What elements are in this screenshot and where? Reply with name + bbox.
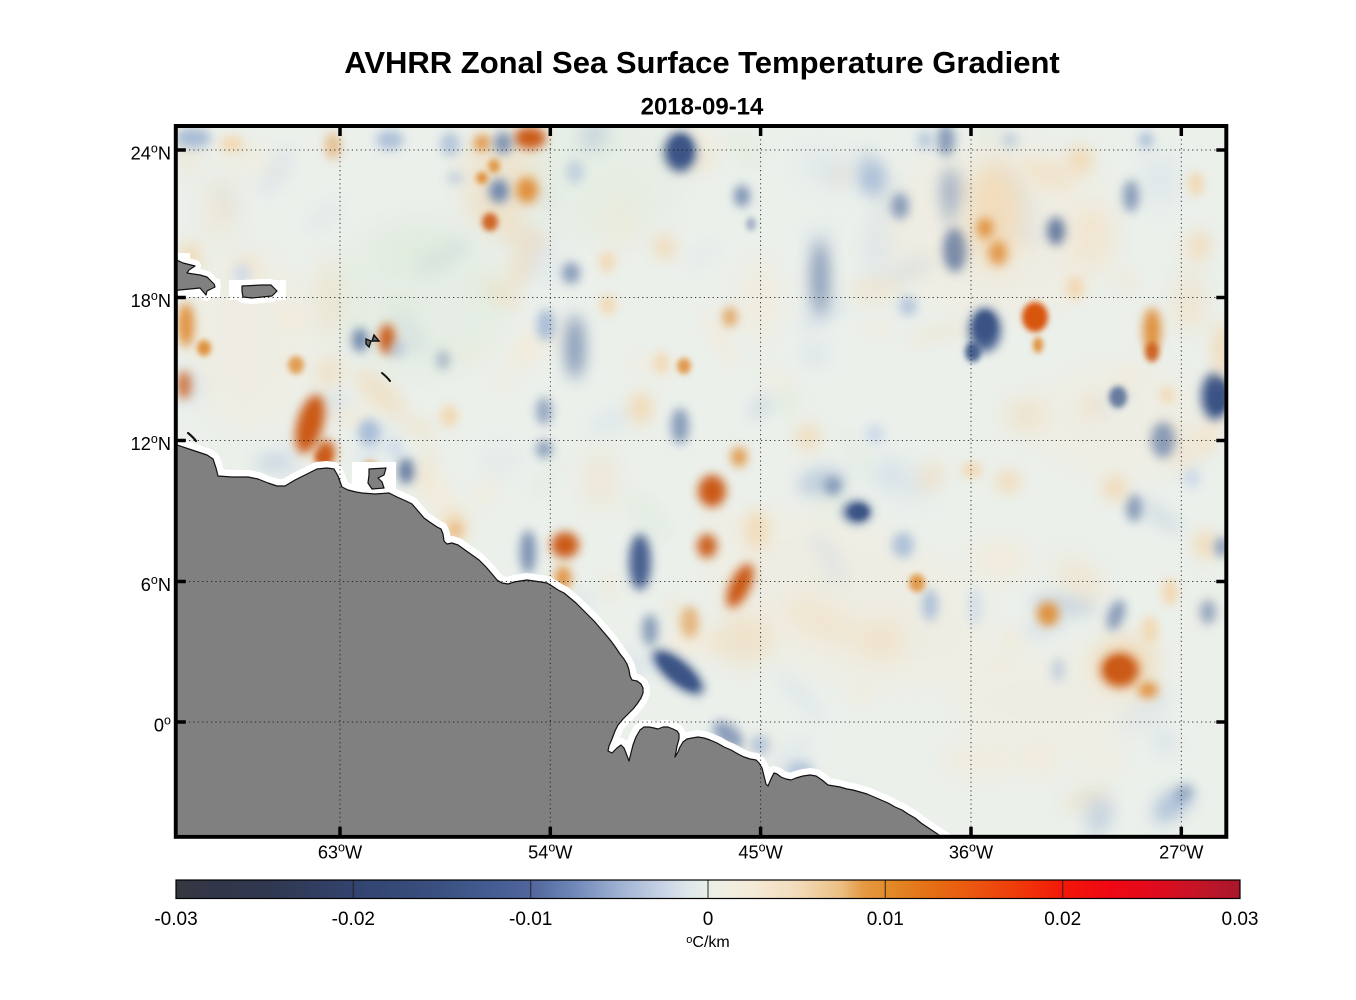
svg-text:63oW: 63oW [318,841,363,863]
svg-text:0.01: 0.01 [867,909,904,930]
svg-text:54oW: 54oW [528,841,573,863]
svg-text:-0.01: -0.01 [509,909,552,930]
svg-text:0.03: 0.03 [1222,909,1259,930]
svg-text:-0.03: -0.03 [154,909,197,930]
svg-text:27oW: 27oW [1159,841,1204,863]
svg-text:6oN: 6oN [141,573,171,595]
svg-text:18oN: 18oN [131,289,171,311]
svg-text:2018-09-14: 2018-09-14 [641,94,764,121]
svg-text:12oN: 12oN [131,432,171,454]
svg-text:45oW: 45oW [738,841,783,863]
svg-text:-0.02: -0.02 [332,909,375,930]
svg-text:0.02: 0.02 [1044,909,1081,930]
svg-text:0: 0 [703,909,714,930]
svg-text:24oN: 24oN [131,142,171,164]
svg-text:oC/km: oC/km [686,934,729,951]
svg-text:AVHRR Zonal Sea Surface Temper: AVHRR Zonal Sea Surface Temperature Grad… [344,45,1059,80]
svg-text:36oW: 36oW [949,841,994,863]
